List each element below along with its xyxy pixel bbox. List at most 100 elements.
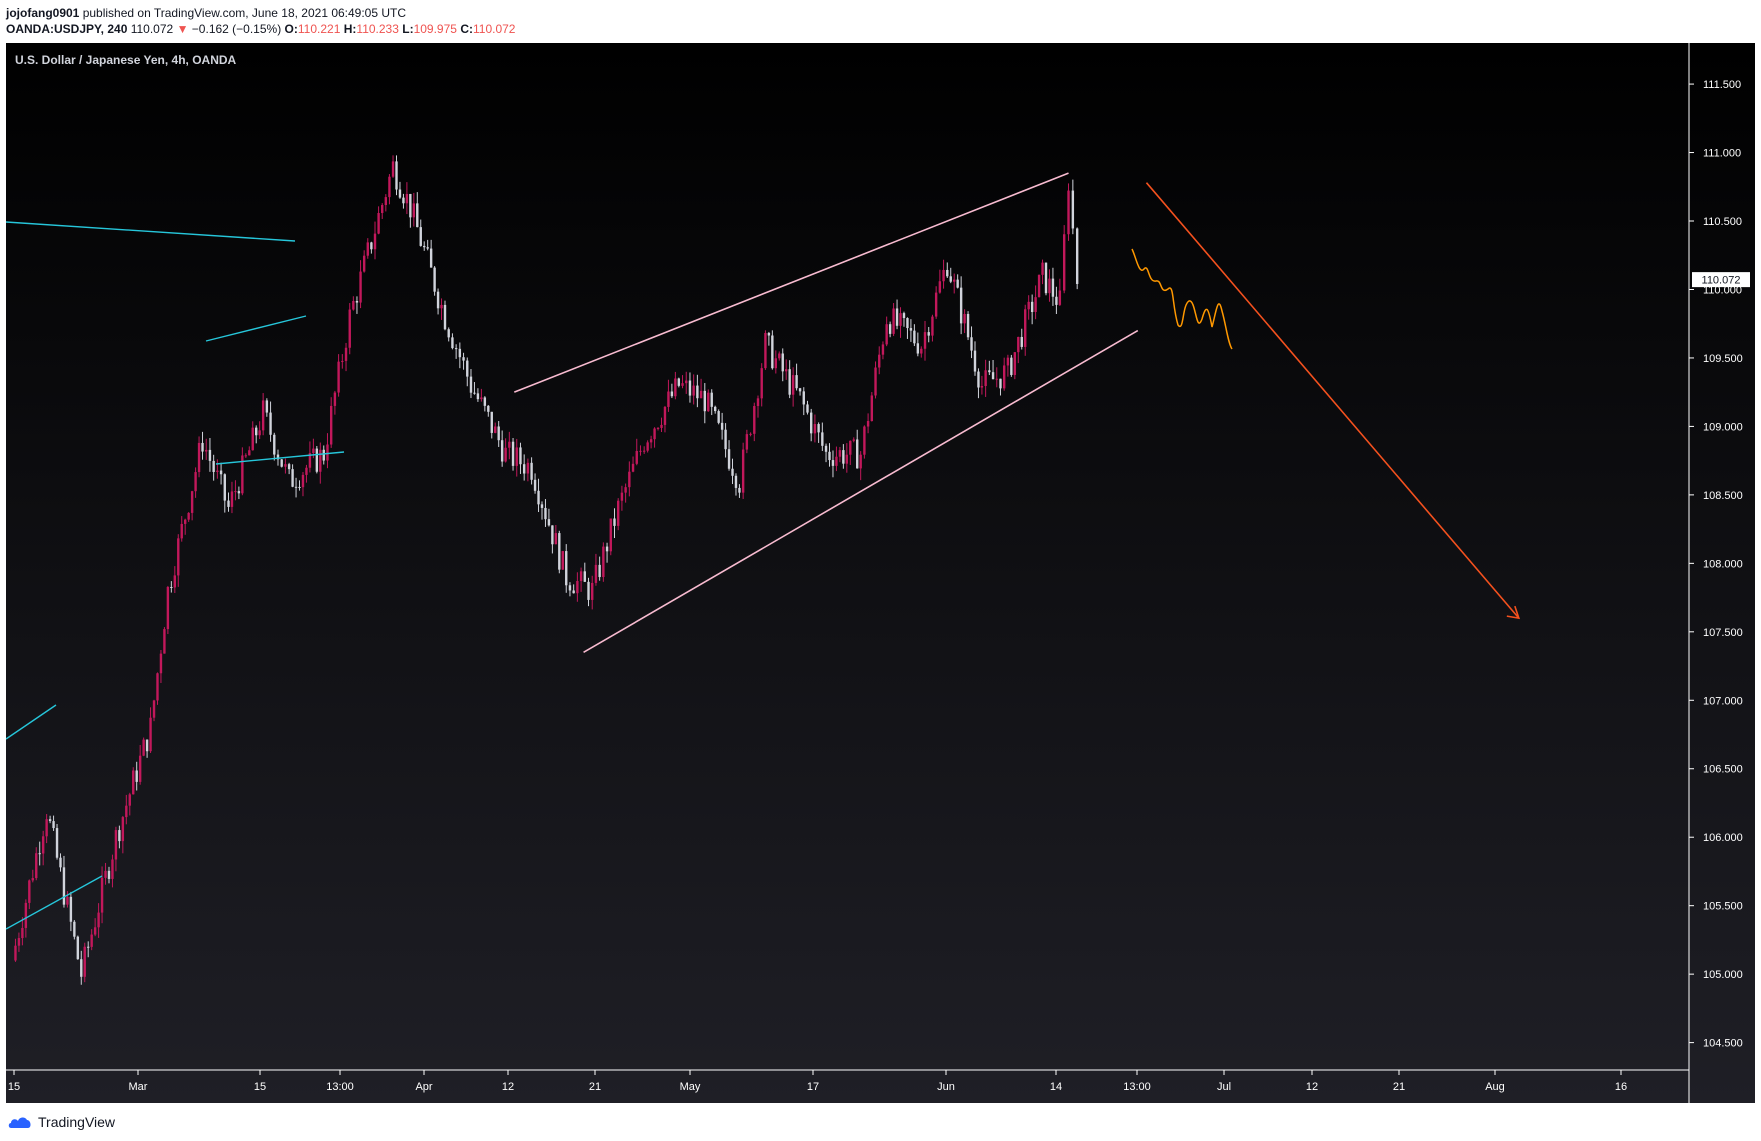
candle-body bbox=[771, 335, 774, 369]
candle-body bbox=[677, 378, 681, 386]
candle-body bbox=[692, 385, 695, 396]
trend-line-blue[interactable] bbox=[215, 451, 345, 465]
candle-body bbox=[362, 255, 366, 272]
candle-body bbox=[558, 533, 561, 570]
candle-body bbox=[533, 479, 537, 491]
candle-body bbox=[248, 450, 251, 456]
candle-body bbox=[685, 380, 688, 384]
trend-line-blue[interactable] bbox=[6, 875, 103, 930]
candle-body bbox=[624, 487, 627, 493]
candle-body bbox=[476, 393, 480, 400]
candle-body bbox=[870, 395, 874, 422]
trend-line-blue[interactable] bbox=[6, 221, 296, 242]
channel-lower-line[interactable] bbox=[583, 329, 1139, 654]
candle-body bbox=[849, 440, 852, 455]
candle-body bbox=[973, 350, 977, 372]
candle-body bbox=[366, 242, 369, 256]
high-label: H: bbox=[343, 22, 357, 36]
candle-body bbox=[352, 300, 355, 310]
candle-body bbox=[999, 378, 1002, 389]
candle-body bbox=[899, 313, 902, 326]
candle-body bbox=[802, 391, 805, 405]
candle-body bbox=[128, 794, 131, 806]
candle-body bbox=[767, 332, 771, 336]
candle-body bbox=[764, 332, 767, 369]
time-tick-label: 13:00 bbox=[1123, 1081, 1151, 1093]
trend-line-blue[interactable] bbox=[6, 704, 57, 740]
tradingview-brand[interactable]: TradingView bbox=[8, 1114, 115, 1130]
candle-body bbox=[504, 447, 507, 462]
forecast-arrow-line[interactable] bbox=[1145, 182, 1520, 619]
candle-body bbox=[237, 491, 241, 494]
candle-body bbox=[163, 629, 166, 654]
candle-body bbox=[1020, 336, 1023, 347]
candle-body bbox=[97, 912, 100, 928]
candle-body bbox=[670, 391, 674, 397]
candle-body bbox=[333, 392, 337, 406]
price-tick-label: 107.500 bbox=[1703, 627, 1743, 639]
candle-body bbox=[326, 444, 329, 461]
candle-body bbox=[219, 470, 223, 475]
chart-frame[interactable]: 111.500 111.000 110.500 110.000 109.500 109.0… bbox=[6, 43, 1755, 1103]
candle-body bbox=[778, 353, 781, 359]
trend-line-blue[interactable] bbox=[205, 315, 307, 342]
symbol-label: OANDA:USDJPY, 240 bbox=[6, 22, 128, 36]
candle-body bbox=[388, 176, 391, 198]
candle-body bbox=[31, 878, 34, 881]
price-tick-label: 111.500 bbox=[1703, 79, 1741, 91]
candle-body bbox=[674, 378, 677, 397]
channel-upper-line[interactable] bbox=[513, 172, 1069, 393]
candle-body bbox=[391, 161, 395, 177]
candle-body bbox=[587, 581, 590, 600]
candle-body bbox=[1002, 365, 1006, 389]
candle-body bbox=[831, 460, 835, 466]
candle-body bbox=[863, 426, 866, 455]
candle-body bbox=[835, 456, 838, 466]
candle-body bbox=[984, 370, 987, 387]
candle-body bbox=[540, 504, 544, 508]
candle-body bbox=[230, 491, 234, 507]
candle-body bbox=[1013, 352, 1017, 375]
candle-body bbox=[720, 422, 724, 430]
candle-body bbox=[1075, 228, 1079, 284]
candle-body bbox=[953, 279, 956, 282]
price-axis[interactable]: 111.500 111.000 110.500 110.000 109.500 109.0… bbox=[1689, 79, 1743, 1050]
candle-body bbox=[429, 248, 433, 268]
candle-body bbox=[244, 455, 248, 457]
candle-body bbox=[287, 464, 291, 470]
candle-body bbox=[885, 324, 888, 345]
candle-body bbox=[1037, 274, 1041, 298]
candle-body bbox=[660, 424, 663, 428]
candle-body bbox=[554, 533, 558, 545]
time-tick-label: 14 bbox=[1050, 1081, 1062, 1093]
candle-body bbox=[913, 330, 916, 344]
candle-body bbox=[443, 304, 447, 330]
candle-body bbox=[355, 300, 359, 303]
candle-body bbox=[613, 518, 616, 526]
candle-body bbox=[688, 380, 692, 396]
open-value: 110.221 bbox=[297, 22, 341, 36]
time-axis[interactable]: 15 Mar 15 13:00 Apr 12 21 May 17 Jun 14 13:00 Jul 12 2… bbox=[8, 1070, 1627, 1093]
price-tick-label: 111.000 bbox=[1703, 148, 1741, 160]
candle-body bbox=[639, 450, 642, 452]
candle-body bbox=[781, 353, 784, 372]
price-chart[interactable]: 111.500 111.000 110.500 110.000 109.500 109.0… bbox=[6, 43, 1755, 1103]
price-tick-label: 108.500 bbox=[1703, 490, 1743, 502]
candle-body bbox=[547, 519, 551, 526]
candle-body bbox=[90, 934, 93, 947]
candle-body bbox=[21, 927, 24, 939]
candle-body bbox=[412, 203, 416, 218]
candle-body bbox=[699, 390, 703, 399]
candle-body bbox=[416, 203, 419, 228]
candle-body bbox=[348, 309, 351, 348]
candle-body bbox=[24, 902, 28, 928]
candle-body bbox=[41, 836, 45, 854]
publisher-name[interactable]: jojofang0901 bbox=[6, 6, 80, 20]
candle-body bbox=[1041, 262, 1044, 275]
candle-body bbox=[45, 819, 48, 837]
time-tick-label: 13:00 bbox=[326, 1081, 354, 1093]
candle-body bbox=[500, 440, 504, 462]
candle-body bbox=[294, 486, 298, 488]
candle-body bbox=[87, 946, 90, 948]
candle-body bbox=[261, 400, 265, 431]
